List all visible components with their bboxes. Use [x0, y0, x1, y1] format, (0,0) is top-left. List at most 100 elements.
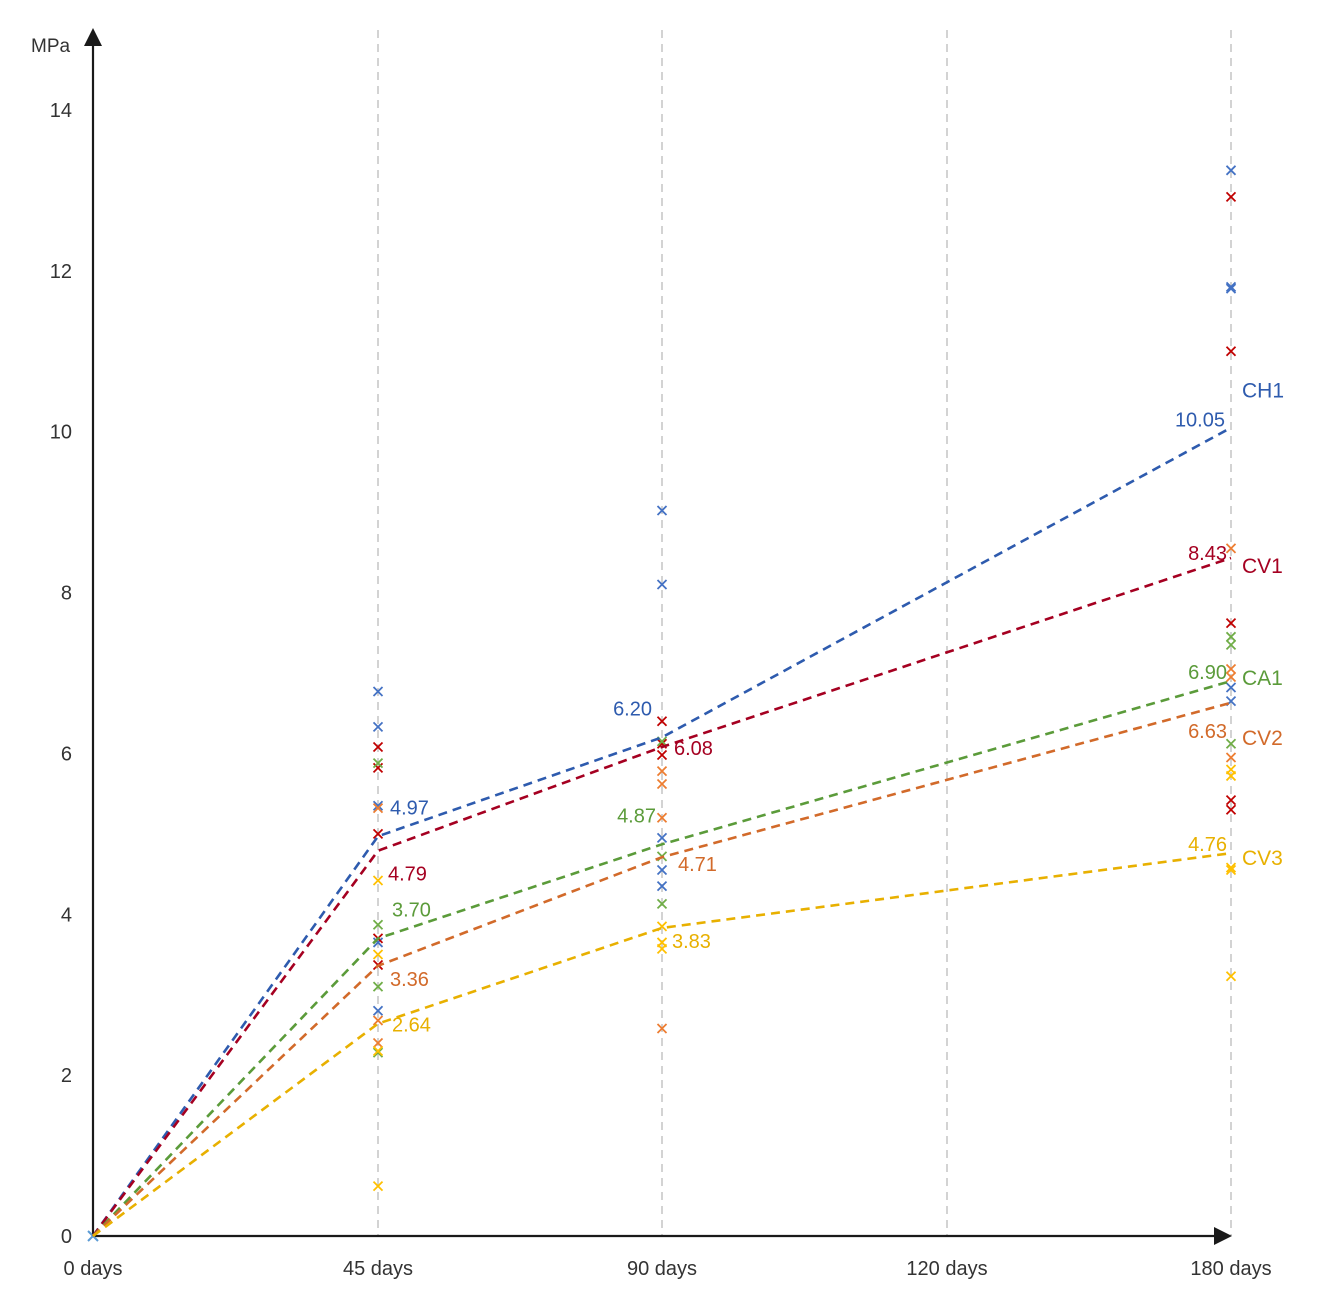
specimen-marker-ca1 — [372, 1047, 384, 1058]
mean-label-cv1: 8.43 — [1188, 543, 1227, 565]
mean-label-ch1: 10.05 — [1175, 410, 1225, 432]
mean-lines — [91, 426, 1232, 1238]
specimen-marker-ch1 — [656, 505, 668, 516]
mean-label-cv1: 4.79 — [388, 864, 427, 886]
x-axis-arrow-icon — [1214, 1227, 1232, 1245]
specimen-marker-ch1 — [656, 864, 668, 876]
specimen-marker-cv3 — [1225, 971, 1237, 982]
specimen-marker-cv1 — [1225, 191, 1237, 202]
x-tick-label: 45 days — [343, 1258, 413, 1280]
specimen-marker-ca1 — [372, 981, 384, 992]
specimen-marker-cv2 — [656, 778, 668, 790]
specimen-marker-cv2 — [656, 812, 668, 823]
mean-label-ch1: 4.97 — [390, 797, 429, 819]
mean-label-ca1: 6.90 — [1188, 662, 1227, 684]
y-tick-label: 10 — [50, 422, 72, 444]
specimen-marker-cv2 — [1225, 752, 1237, 763]
axes: MPa — [31, 28, 1232, 1245]
y-axis-unit-label: MPa — [31, 36, 71, 57]
specimen-marker-cv3 — [656, 943, 668, 955]
mean-label-cv2: 4.71 — [678, 854, 717, 876]
specimen-marker-ca1 — [1225, 738, 1237, 749]
x-tick-labels: 0 days 45 days 90 days 120 days 180 days — [64, 1258, 1272, 1280]
specimen-marker-cv1 — [1225, 804, 1237, 815]
specimen-marker-cv1 — [656, 749, 668, 761]
mean-value-labels: 4.97 6.20 10.05 4.79 6.08 8.43 3.70 4.87 6.90 3.3… — [388, 410, 1227, 1037]
specimen-marker-cv1 — [372, 741, 384, 753]
specimen-marker-ca1 — [372, 919, 384, 930]
specimen-marker-cv3 — [1225, 770, 1237, 782]
specimen-marker-cv1 — [1225, 794, 1237, 806]
series-label-cv2: CV2 — [1242, 727, 1283, 750]
specimen-marker-ch1 — [1225, 283, 1237, 294]
specimen-marker-cv1 — [656, 716, 668, 727]
specimen-marker-cv3 — [372, 875, 384, 886]
specimen-marker-ch1 — [656, 579, 668, 590]
specimen-marker-cv1 — [372, 828, 384, 839]
series-label-ch1: CH1 — [1242, 380, 1284, 403]
specimen-marker-ch1 — [656, 880, 668, 892]
specimen-marker-ch1 — [372, 800, 384, 811]
mean-label-ch1: 6.20 — [613, 698, 652, 720]
series-label-cv3: CV3 — [1242, 847, 1283, 870]
specimen-marker-ch1 — [1225, 682, 1237, 693]
specimen-marker-cv3 — [1225, 862, 1237, 873]
x-tick-label: 90 days — [627, 1258, 697, 1280]
mean-label-ca1: 4.87 — [617, 805, 656, 827]
specimen-marker-cv2 — [1225, 543, 1237, 554]
vertical-gridlines — [377, 30, 1232, 1236]
specimen-marker-cv2 — [372, 1037, 384, 1049]
mean-label-cv1: 6.08 — [674, 738, 713, 760]
mean-line-ca1 — [92, 679, 1232, 1237]
y-tick-label: 14 — [50, 100, 72, 122]
x-tick-label: 0 days — [64, 1258, 123, 1280]
mean-line-ch1 — [91, 426, 1232, 1237]
specimen-marker-ch1 — [656, 832, 668, 844]
y-tick-label: 12 — [50, 261, 72, 283]
series-label-cv1: CV1 — [1242, 555, 1283, 578]
y-tick-labels: 0 2 4 6 8 10 12 14 — [50, 100, 72, 1248]
y-tick-label: 8 — [61, 583, 72, 605]
specimen-marker-cv3 — [372, 1180, 384, 1192]
mean-label-cv3: 3.83 — [672, 931, 711, 953]
x-tick-label: 180 days — [1190, 1258, 1271, 1280]
y-tick-label: 4 — [61, 904, 72, 926]
specimen-marker-ca1 — [1225, 639, 1237, 650]
specimen-marker-cv1 — [1225, 617, 1237, 629]
specimen-marker-ca1 — [1225, 631, 1237, 642]
series-name-labels: CH1 CV1 CA1 CV2 CV3 — [1242, 380, 1284, 870]
y-axis-arrow-icon — [84, 28, 102, 46]
specimen-marker-ch1 — [372, 937, 384, 948]
specimen-marker-cv3 — [372, 949, 384, 960]
specimen-marker-ca1 — [372, 757, 384, 769]
specimen-marker-cv2 — [1225, 671, 1237, 683]
y-tick-label: 0 — [61, 1226, 72, 1248]
specimen-marker-cv1 — [1225, 346, 1237, 357]
specimen-marker-ch1 — [1225, 165, 1237, 176]
x-tick-label: 120 days — [906, 1258, 987, 1280]
specimen-marker-cv2 — [656, 1023, 668, 1034]
specimen-marker-cv2 — [372, 802, 384, 814]
specimen-marker-cv2 — [372, 1015, 384, 1026]
mean-label-cv2: 3.36 — [390, 969, 429, 991]
specimen-marker-cv3 — [372, 1045, 384, 1057]
mean-line-cv1 — [91, 556, 1232, 1237]
mean-label-ca1: 3.70 — [392, 899, 431, 921]
y-tick-label: 2 — [61, 1065, 72, 1087]
specimen-marker-cv2 — [656, 765, 668, 777]
mean-label-cv3: 2.64 — [392, 1015, 431, 1037]
mean-label-cv2: 6.63 — [1188, 721, 1227, 743]
specimen-marker-ca1 — [656, 898, 668, 909]
specimen-markers — [87, 165, 1237, 1242]
specimen-marker-cv2 — [1225, 663, 1237, 675]
specimen-marker-ch1 — [372, 721, 384, 733]
mean-line-cv2 — [92, 701, 1232, 1237]
specimen-marker-ch1 — [372, 1005, 384, 1016]
series-label-ca1: CA1 — [1242, 667, 1283, 690]
mean-label-cv3: 4.76 — [1188, 834, 1227, 856]
specimen-marker-cv3 — [1225, 864, 1237, 876]
y-tick-label: 6 — [61, 743, 72, 765]
specimen-marker-ch1 — [372, 686, 384, 697]
specimen-marker-ch1 — [1225, 281, 1237, 293]
